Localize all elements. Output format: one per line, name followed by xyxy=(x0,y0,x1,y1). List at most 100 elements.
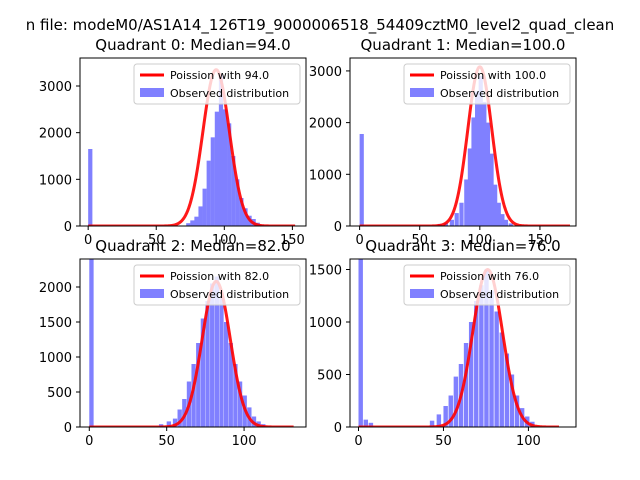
quadrant-1-panel: Quadrant 1: Median=100.0 0 50 100 150 0 1000 20… xyxy=(309,36,577,248)
histogram-bar xyxy=(206,160,211,226)
histogram-bar xyxy=(214,111,220,226)
histogram-bar xyxy=(222,109,228,226)
y-tick-label: 500 xyxy=(317,369,342,384)
quadrant-0-plot-area xyxy=(87,68,296,226)
histogram-bar xyxy=(467,148,473,226)
x-tick-label: 0 xyxy=(354,434,362,449)
histogram-bar xyxy=(454,213,459,226)
quadrant-1-plot-area xyxy=(358,65,571,226)
quadrant-3-plot-area xyxy=(357,259,560,427)
legend-observed-swatch xyxy=(140,88,164,97)
poisson-curve xyxy=(358,65,571,226)
histogram-bar xyxy=(471,117,476,226)
histogram-bar xyxy=(243,208,248,226)
quadrant-1-legend: Poission with 100.0 Observed distribution xyxy=(403,63,571,105)
quadrant-3-axes-frame xyxy=(349,258,577,428)
y-tick-label: 1000 xyxy=(309,316,342,331)
x-tick-label: 50 xyxy=(435,434,452,449)
y-tick-label: 0 xyxy=(334,421,342,436)
histogram-bar xyxy=(89,259,94,427)
histogram-bar xyxy=(228,343,233,427)
quadrant-2-plot-area xyxy=(88,259,295,427)
y-tick-label: 1000 xyxy=(309,168,342,183)
histogram-bar xyxy=(210,283,215,427)
histogram-bar xyxy=(191,364,196,427)
quadrant-1-title: Quadrant 1: Median=100.0 xyxy=(361,36,566,54)
legend-poisson-label: Poission with 82.0 xyxy=(170,270,269,283)
y-tick-label: 1000 xyxy=(39,351,72,366)
histogram-bar xyxy=(205,301,210,427)
histogram-bar xyxy=(172,418,178,427)
y-tick-label: 0 xyxy=(334,220,342,235)
quadrant-3-title: Quadrant 3: Median=76.0 xyxy=(365,237,560,255)
histogram-bar xyxy=(508,223,513,226)
histogram-bar xyxy=(231,156,236,226)
histogram-bar xyxy=(494,311,499,427)
quadrant-3-legend: Poission with 76.0 Observed distribution xyxy=(403,264,571,306)
x-tick-label: 150 xyxy=(280,233,305,248)
figure-suptitle: n file: modeM0/AS1A14_126T19_9000006518_… xyxy=(26,16,615,35)
histogram-bar xyxy=(475,91,480,226)
legend-poisson-label: Poission with 94.0 xyxy=(170,69,269,82)
histogram-bar xyxy=(429,420,435,427)
histogram-bar xyxy=(500,214,505,226)
legend-observed-label: Observed distribution xyxy=(440,288,559,301)
legend-observed-swatch xyxy=(140,289,164,298)
x-tick-label: 0 xyxy=(355,233,363,248)
histogram-bar xyxy=(448,395,453,427)
poisson-curve xyxy=(88,279,295,427)
histogram-bar xyxy=(474,301,479,427)
legend-observed-label: Observed distribution xyxy=(440,87,559,100)
histogram-bar xyxy=(166,421,172,427)
histogram-bar xyxy=(210,137,215,226)
histogram-bar xyxy=(358,259,363,427)
histogram-bar xyxy=(194,216,199,226)
y-tick-label: 3000 xyxy=(309,65,342,80)
histogram-bar xyxy=(453,376,459,427)
x-tick-label: 100 xyxy=(232,434,257,449)
histogram-bar xyxy=(482,101,487,226)
histogram-bar xyxy=(499,332,504,427)
legend-observed-label: Observed distribution xyxy=(170,87,289,100)
y-tick-label: 500 xyxy=(47,386,72,401)
quadrant-3-panel: Quadrant 3: Median=76.00 50 10005001000150… xyxy=(309,237,577,449)
histogram-bar xyxy=(359,133,364,226)
histogram-bar xyxy=(198,206,203,226)
histogram-bar xyxy=(239,198,244,226)
quadrant-2-panel: Quadrant 2: Median=82.00 50 10005001000150… xyxy=(39,237,307,449)
histogram-bar xyxy=(493,184,498,226)
x-tick-label: 50 xyxy=(158,434,175,449)
histogram-bar xyxy=(363,419,369,427)
histogram-bar xyxy=(489,290,494,427)
histogram-bar xyxy=(504,353,510,427)
histogram-bar xyxy=(443,406,448,427)
x-tick-label: 50 xyxy=(411,233,428,248)
legend-box xyxy=(403,63,571,105)
y-tick-label: 2000 xyxy=(39,281,72,296)
x-tick-label: 100 xyxy=(212,233,237,248)
histogram-bar xyxy=(237,381,243,427)
x-tick-label: 100 xyxy=(467,233,492,248)
quadrant-0-panel: Quadrant 0: Median=94.0 0 50 100 150 0 1000 200… xyxy=(39,36,307,248)
histogram-bar xyxy=(478,76,483,226)
histogram-bar xyxy=(202,188,207,226)
histogram-bar xyxy=(485,122,491,226)
histogram-bar xyxy=(368,422,374,427)
y-tick-label: 1000 xyxy=(39,173,72,188)
histogram-bar xyxy=(200,318,206,427)
histogram-bar xyxy=(186,223,191,226)
histogram-bar xyxy=(88,149,93,226)
y-tick-label: 2000 xyxy=(309,117,342,132)
histogram-bar xyxy=(218,74,224,226)
x-tick-label: 50 xyxy=(148,233,165,248)
histogram-bar xyxy=(464,179,469,226)
histogram-bar xyxy=(223,322,229,427)
histogram-bar xyxy=(219,297,224,427)
histogram-bar xyxy=(468,322,474,427)
y-tick-label: 1500 xyxy=(309,264,342,279)
histogram-bar xyxy=(514,395,520,427)
histogram-bar xyxy=(489,153,494,226)
legend-box xyxy=(133,63,301,105)
histogram-bar xyxy=(496,202,501,226)
